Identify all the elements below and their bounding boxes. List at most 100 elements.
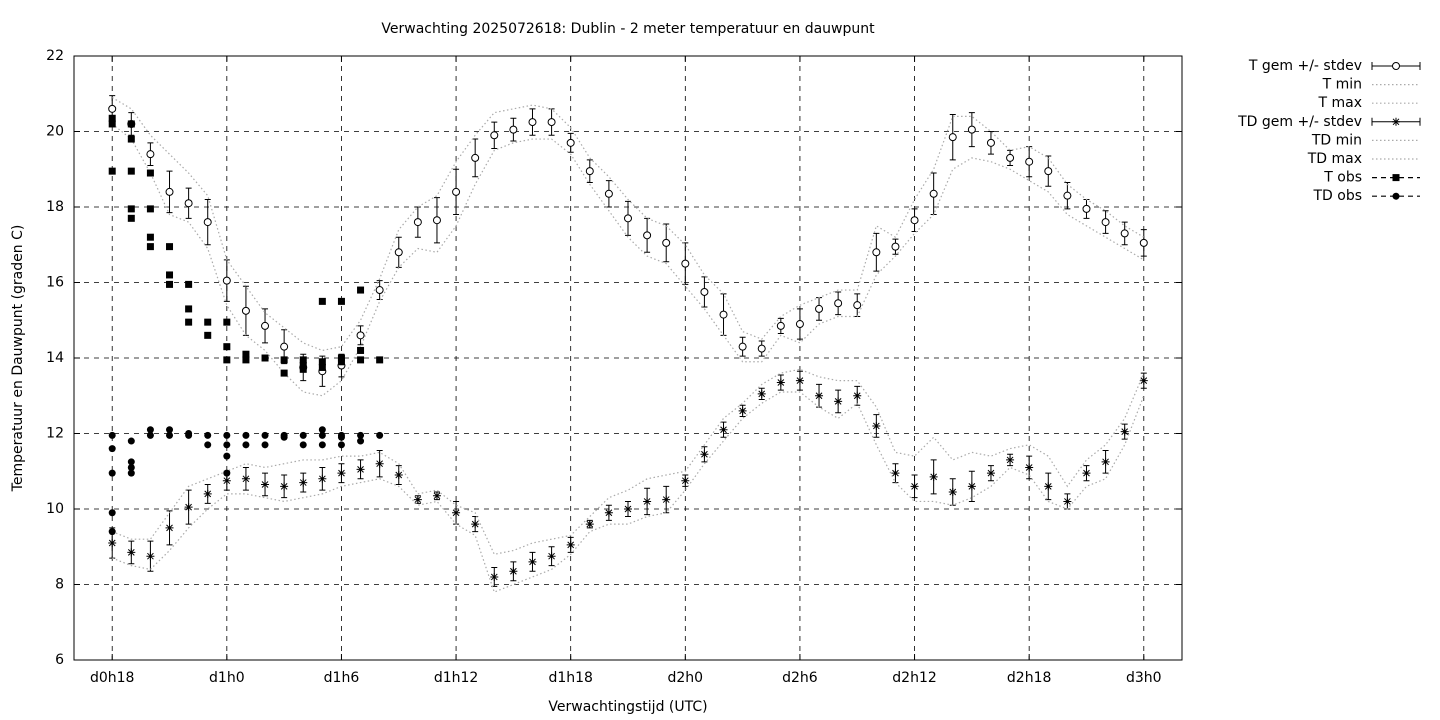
marker <box>337 358 345 366</box>
marker <box>643 497 652 506</box>
marker <box>700 450 709 459</box>
x-tick-label: d2h6 <box>782 670 818 686</box>
marker <box>185 305 193 313</box>
marker <box>795 320 804 329</box>
marker <box>566 540 575 549</box>
marker <box>1025 157 1034 166</box>
marker <box>204 318 212 326</box>
marker <box>146 243 154 251</box>
marker <box>452 187 461 196</box>
marker <box>337 297 345 305</box>
legend-label: T obs <box>1323 170 1362 186</box>
marker <box>184 503 193 512</box>
marker <box>299 356 307 364</box>
marker <box>967 482 976 491</box>
x-tick-label: d1h18 <box>548 670 592 686</box>
marker <box>1006 455 1015 464</box>
y-tick-label: 22 <box>46 48 64 64</box>
marker <box>223 431 231 439</box>
marker <box>146 426 154 434</box>
marker <box>299 441 307 449</box>
marker <box>146 169 154 177</box>
marker <box>146 233 154 241</box>
marker <box>318 474 327 483</box>
marker <box>357 437 365 445</box>
legend-label: TD gem +/- stdev <box>1237 114 1362 130</box>
marker <box>223 441 231 449</box>
marker <box>280 369 288 377</box>
marker <box>127 548 136 557</box>
marker <box>337 354 345 362</box>
marker <box>318 297 326 305</box>
marker <box>318 426 326 434</box>
y-tick-label: 20 <box>46 124 64 140</box>
marker <box>490 131 499 140</box>
marker <box>108 445 116 453</box>
marker <box>108 469 116 477</box>
marker <box>261 321 270 330</box>
marker <box>223 356 231 364</box>
marker <box>299 362 307 370</box>
marker <box>356 465 365 474</box>
marker <box>261 354 269 362</box>
marker <box>108 114 116 122</box>
marker <box>127 120 135 128</box>
marker <box>223 469 231 477</box>
x-tick-label: d1h0 <box>209 670 245 686</box>
marker <box>872 421 881 430</box>
marker <box>662 495 671 504</box>
marker <box>948 133 957 142</box>
marker <box>222 476 231 485</box>
marker <box>528 557 537 566</box>
marker <box>1082 469 1091 478</box>
marker <box>394 471 403 480</box>
marker <box>318 431 326 439</box>
marker <box>222 276 231 285</box>
marker <box>185 318 193 326</box>
x-tick-label: d2h12 <box>892 670 936 686</box>
marker <box>280 433 288 441</box>
marker <box>146 431 154 439</box>
marker <box>356 331 365 340</box>
marker <box>299 365 307 373</box>
marker <box>776 378 785 387</box>
marker <box>127 205 135 213</box>
marker <box>413 218 422 227</box>
marker <box>165 187 174 196</box>
marker <box>261 431 269 439</box>
marker <box>1101 457 1110 466</box>
legend-label: T max <box>1317 95 1362 111</box>
marker <box>127 135 135 143</box>
marker <box>547 118 556 127</box>
marker <box>299 431 307 439</box>
x-tick-label: d2h18 <box>1007 670 1051 686</box>
marker <box>337 469 346 478</box>
marker <box>624 505 632 513</box>
marker <box>604 508 613 517</box>
marker <box>815 304 824 313</box>
marker <box>146 150 155 159</box>
y-tick-label: 14 <box>46 350 64 366</box>
marker <box>757 389 766 398</box>
marker <box>1044 482 1053 491</box>
marker <box>738 342 747 351</box>
range-line <box>111 123 1145 397</box>
x-tick-label: d1h6 <box>324 670 360 686</box>
marker <box>986 138 995 147</box>
marker <box>185 431 193 439</box>
marker <box>375 459 384 468</box>
legend-label: T gem +/- stdev <box>1248 58 1362 74</box>
marker <box>318 441 326 449</box>
marker <box>719 425 728 434</box>
marker <box>108 104 117 113</box>
marker <box>203 489 212 498</box>
marker <box>127 214 135 222</box>
marker <box>108 538 117 547</box>
marker <box>872 248 881 257</box>
marker <box>834 397 843 406</box>
marker <box>681 476 690 485</box>
marker <box>1101 218 1110 227</box>
marker <box>1392 174 1400 182</box>
marker <box>146 552 155 561</box>
marker <box>318 358 326 366</box>
